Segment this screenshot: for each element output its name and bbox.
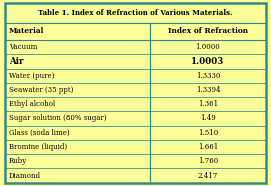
Text: 1.3330: 1.3330	[196, 72, 220, 80]
Text: Bromine (liquid): Bromine (liquid)	[9, 143, 67, 151]
Text: 2.417: 2.417	[198, 171, 218, 179]
Text: 1.760: 1.760	[198, 157, 218, 165]
Text: Seawater (35 ppt): Seawater (35 ppt)	[9, 86, 73, 94]
Text: 1.361: 1.361	[198, 100, 218, 108]
Text: 1.0003: 1.0003	[191, 57, 225, 66]
Text: Ruby: Ruby	[9, 157, 27, 165]
Text: Material: Material	[9, 27, 44, 36]
Text: Index of Refraction: Index of Refraction	[168, 27, 248, 36]
Text: 1.0000: 1.0000	[196, 43, 220, 51]
Text: Diamond: Diamond	[9, 171, 41, 179]
Text: Ethyl alcohol: Ethyl alcohol	[9, 100, 55, 108]
Text: Vacuum: Vacuum	[9, 43, 37, 51]
Text: Water (pure): Water (pure)	[9, 72, 54, 80]
Text: Glass (soda lime): Glass (soda lime)	[9, 129, 70, 137]
Text: 1.510: 1.510	[198, 129, 218, 137]
Text: 1.49: 1.49	[200, 114, 216, 122]
Text: 1.3394: 1.3394	[196, 86, 220, 94]
Text: 1.661: 1.661	[198, 143, 218, 151]
Text: Air: Air	[9, 57, 24, 66]
Text: Sugar solution (80% sugar): Sugar solution (80% sugar)	[9, 114, 107, 122]
Text: Table 1. Index of Refraction of Various Materials.: Table 1. Index of Refraction of Various …	[38, 9, 233, 17]
